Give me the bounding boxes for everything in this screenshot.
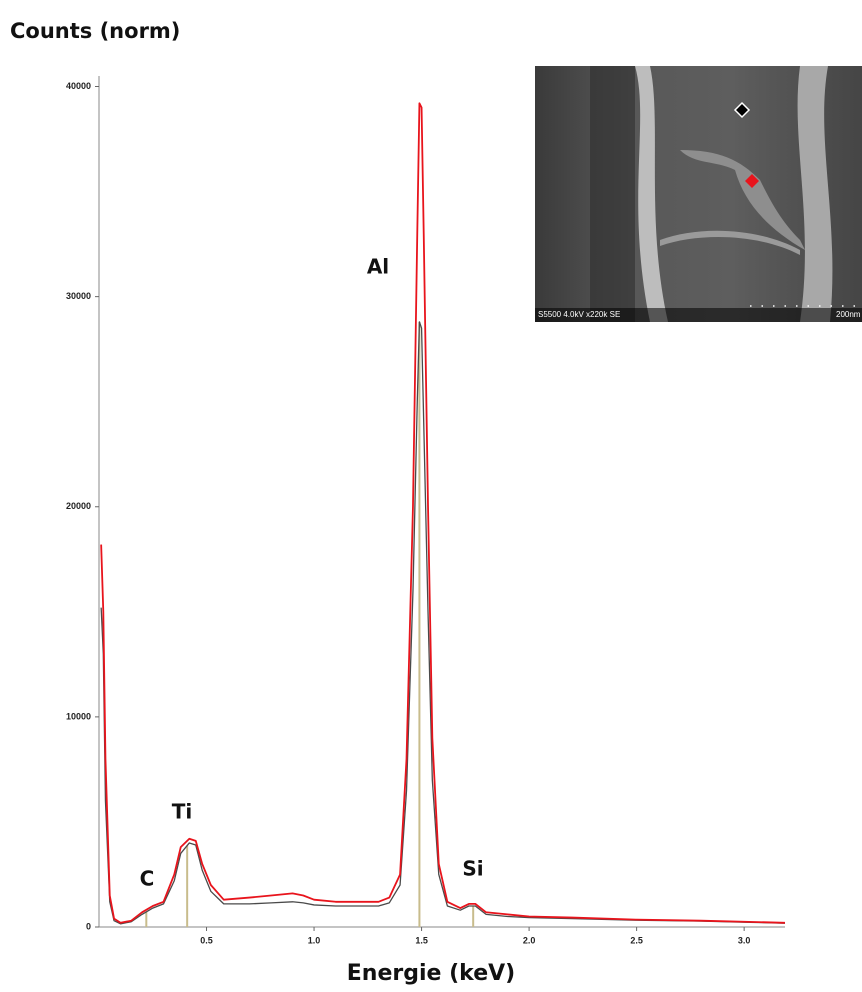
x-tick-label: 1.0 <box>308 935 321 945</box>
x-tick-label: 1.5 <box>415 935 428 945</box>
peak-label: Ti <box>172 800 193 824</box>
sem-inset: S5500 4.0kV x220k SE 200nm <box>535 66 862 322</box>
inset-shadow <box>590 66 635 322</box>
peak-label: C <box>140 867 155 891</box>
inset-bar <box>535 308 862 322</box>
y-tick-label: 0 <box>86 921 91 931</box>
y-tick-label: 10000 <box>66 711 91 721</box>
peak-label: Al <box>367 255 389 279</box>
spectrum-line <box>100 321 786 925</box>
y-axis-title: Counts (norm) <box>10 19 180 43</box>
y-tick-label: 30000 <box>66 291 91 301</box>
x-tick-label: 3.0 <box>738 935 751 945</box>
marker-gray <box>733 101 751 119</box>
inset-boundary <box>680 150 805 250</box>
x-tick-label: 2.5 <box>630 935 643 945</box>
inset-edge <box>635 66 668 322</box>
marker-red <box>745 174 759 188</box>
x-tick-label: 0.5 <box>200 935 213 945</box>
inset-boundary <box>660 230 800 255</box>
spectrum-line <box>100 102 786 924</box>
x-axis-title: Energie (keV) <box>347 961 515 986</box>
peak-label: Si <box>462 857 483 881</box>
x-tick-label: 2.0 <box>523 935 536 945</box>
inset-edge <box>797 66 833 322</box>
y-tick-label: 20000 <box>66 501 91 511</box>
inset-scale: 200nm <box>836 310 861 319</box>
y-tick-label: 40000 <box>66 81 91 91</box>
inset-caption: S5500 4.0kV x220k SE <box>538 310 620 319</box>
